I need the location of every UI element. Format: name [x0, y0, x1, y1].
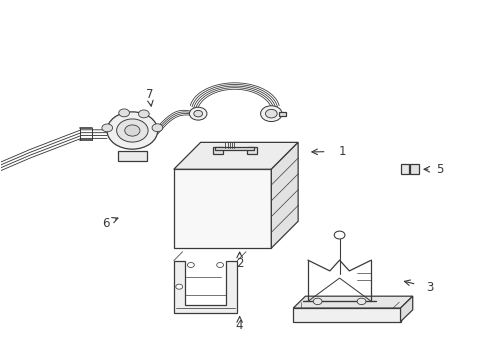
Text: 3: 3: [425, 281, 432, 294]
Circle shape: [265, 109, 277, 118]
Polygon shape: [400, 164, 408, 174]
Circle shape: [260, 106, 282, 122]
Text: 2: 2: [235, 257, 243, 270]
Polygon shape: [173, 261, 237, 313]
Polygon shape: [293, 308, 400, 321]
Polygon shape: [173, 142, 298, 169]
Circle shape: [152, 124, 163, 132]
Polygon shape: [118, 151, 147, 161]
Text: 1: 1: [338, 145, 345, 158]
Polygon shape: [246, 147, 256, 154]
Circle shape: [102, 124, 112, 132]
Circle shape: [175, 284, 182, 289]
Circle shape: [216, 262, 223, 267]
Text: 4: 4: [235, 319, 243, 332]
Circle shape: [193, 111, 202, 117]
Polygon shape: [293, 296, 412, 308]
Polygon shape: [271, 142, 298, 248]
Circle shape: [356, 298, 365, 305]
Circle shape: [138, 110, 149, 118]
Polygon shape: [400, 296, 412, 321]
Circle shape: [124, 125, 140, 136]
Circle shape: [187, 262, 194, 267]
Text: 7: 7: [145, 88, 153, 101]
Circle shape: [107, 112, 158, 149]
Polygon shape: [278, 112, 285, 116]
Circle shape: [313, 298, 322, 305]
Polygon shape: [409, 164, 418, 174]
Polygon shape: [173, 169, 271, 248]
Polygon shape: [215, 147, 254, 150]
Circle shape: [117, 119, 148, 142]
Circle shape: [189, 107, 206, 120]
Text: 5: 5: [435, 163, 442, 176]
Text: 6: 6: [102, 216, 109, 230]
Circle shape: [119, 109, 129, 117]
Polygon shape: [212, 147, 222, 154]
